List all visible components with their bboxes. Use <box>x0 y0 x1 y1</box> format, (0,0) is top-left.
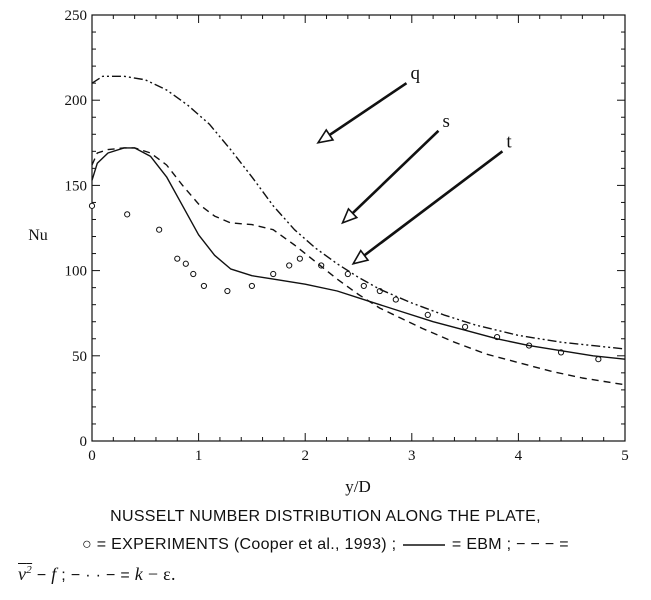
annotation-label-t: t <box>506 131 512 152</box>
experiment-point <box>190 270 197 278</box>
k-symbol: k <box>134 564 144 584</box>
separator: ; <box>56 567 71 584</box>
v2f-curve <box>91 147 626 386</box>
y-tick-label: 250 <box>65 8 88 24</box>
experiment-point <box>182 260 189 267</box>
experiment-point <box>270 270 277 278</box>
experiment-point <box>88 202 96 209</box>
annotation-arrow-shaft <box>363 150 504 257</box>
experiment-point <box>360 282 367 290</box>
experiment-point <box>296 255 303 262</box>
v2-symbol: v2 <box>18 564 33 584</box>
x-tick-label: 5 <box>621 448 629 464</box>
y-tick-label: 150 <box>65 178 88 194</box>
experiments-legend-text: = EXPERIMENTS (Cooper et al., 1993) ; <box>92 536 397 553</box>
annotation-arrow-head <box>316 128 335 144</box>
y-tick-label: 200 <box>65 93 88 109</box>
y-tick-label: 100 <box>65 264 88 280</box>
caption-model-line: v2 − f ; − · · − = k − ε. <box>0 564 651 585</box>
ebm-legend-text: = EBM ; <box>447 536 517 553</box>
experiment-point <box>424 311 431 319</box>
x-axis-label: y/D <box>345 477 371 496</box>
k-eps-dashdot-symbol: − · · − <box>70 567 116 584</box>
caption-title: NUSSELT NUMBER DISTRIBUTION ALONG THE PL… <box>110 508 541 525</box>
annotation-label-q: q <box>410 63 420 84</box>
annotation-arrow-shaft <box>328 82 408 137</box>
y-axis-label: Nu <box>28 227 48 244</box>
experiment-point <box>156 226 163 233</box>
x-tick-label: 3 <box>408 448 416 464</box>
x-tick-label: 1 <box>195 448 203 464</box>
x-tick-label: 4 <box>515 448 523 464</box>
experiment-point <box>200 282 208 290</box>
experiment-point <box>595 356 602 363</box>
caption-legend-line: ○ = EXPERIMENTS (Cooper et al., 1993) ; … <box>0 536 651 554</box>
annotation-arrow-head <box>341 207 359 225</box>
experiment-point <box>124 211 131 218</box>
experiments-symbol: ○ <box>82 536 93 553</box>
ebm-line-symbol <box>403 544 446 546</box>
experiment-point <box>392 296 399 303</box>
experiment-point <box>174 255 181 262</box>
experiment-point <box>286 262 293 269</box>
y-tick-label: 0 <box>80 434 88 450</box>
equals: = <box>115 567 135 584</box>
v2f-dash-symbol: − − − <box>516 536 555 553</box>
experiment-point <box>224 287 231 295</box>
experiment-point <box>344 270 351 278</box>
plot-frame <box>91 14 626 442</box>
y-tick-label: 50 <box>72 349 87 365</box>
experiment-point <box>248 282 255 290</box>
x-tick-label: 0 <box>88 448 96 464</box>
experiment-point <box>462 323 469 330</box>
annotation-arrow-shaft <box>351 129 440 215</box>
annotation-arrow-head <box>351 249 370 266</box>
f-symbol: f <box>51 564 57 584</box>
annotation-label-s: s <box>442 111 449 132</box>
minus-sign: − <box>32 567 52 584</box>
x-tick-label: 2 <box>301 448 309 464</box>
v2f-equals: = <box>554 536 569 553</box>
k-epsilon-curve <box>91 75 626 350</box>
eps-symbol: − ε. <box>143 564 176 584</box>
